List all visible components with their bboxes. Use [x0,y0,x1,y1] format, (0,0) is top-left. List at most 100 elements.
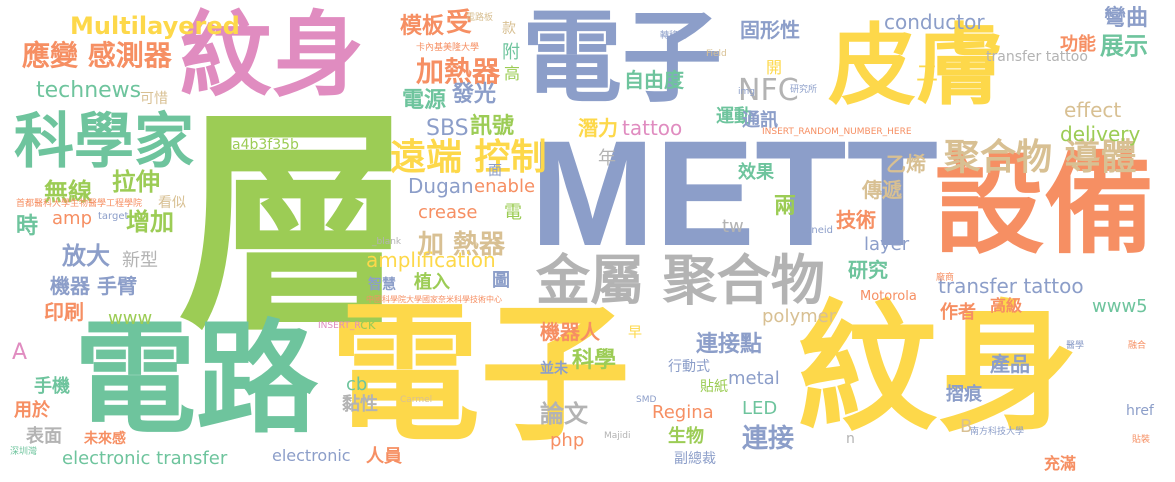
word-a: A [12,340,28,365]
word-mian: 面 [488,163,502,179]
word-jiareqi-1: 加熱器 [416,55,501,88]
word-href: href [1126,403,1154,419]
word-kuan: 款 [502,21,516,37]
word-gongneng: 功能 [1060,34,1096,55]
word-moban: 模板 [400,14,445,39]
word-fu: 附 [502,42,520,63]
word-n: n [846,431,855,447]
word-dianzi-top: 電子 [522,0,722,116]
word-small-18: 醫學 [1066,341,1085,351]
word-yanjiu: 研究 [848,258,888,282]
word-multilayered: Multilayered [70,12,240,40]
word-wuxian: 無線 [44,178,92,206]
word-yuanduan-kongzhi: 遠端 控制 [390,137,547,178]
word-gao: 高 [504,64,521,83]
word-amplification: amplification [366,248,496,272]
word-yongyu: 用於 [14,400,50,421]
word-pifu: 皮膚 [828,14,1005,117]
word-tattoo: tattoo [622,116,683,140]
word-kai: 開 [766,58,783,77]
word-yinshua: 印刷 [44,300,84,324]
word-jiareqi-2: 加 熱器 [418,230,506,260]
word-dianyuan: 電源 [402,88,447,113]
word-www5: www5 [1092,296,1148,317]
word-qianli: 潛力 [578,116,618,140]
word-weilaigan: 未來感 [84,431,126,447]
word-regina: Regina [652,402,714,423]
word-nian: 年 [598,148,616,169]
word-small-20: 貼裝 [1132,435,1151,445]
word-shouji: 手機 [34,376,70,397]
word-shi: 時 [16,214,39,239]
word-small-4: 中國科學院大學國家奈米科學技術中心 [366,295,502,304]
word-chanpin: 產品 [990,352,1030,376]
word-b: B [960,416,973,437]
word-xingdongshi: 行動式 [668,359,710,375]
word-crease: crease [418,202,478,223]
word-small-3: 首都醫科大學生物醫學工程學院 [16,199,143,209]
word-tu: 圖 [492,270,510,291]
word-cb: cb [346,374,368,395]
word-mett: METT [530,109,939,277]
word-target: target [98,211,129,222]
word-small-16: 深圳灣 [10,447,38,457]
word-lunwen: 論文 [540,400,588,428]
word-zengjia: 增加 [126,208,174,236]
word-layer: layer [864,234,910,255]
word-ceng: 層 [178,88,415,363]
word-small-8: 轉移到 [660,31,688,41]
word-small-13: img [738,87,755,97]
word-chuandi: 傳遞 [862,178,902,202]
word-enable: enable [474,176,536,197]
word-guxingxing: 固形性 [740,18,800,42]
word-effect: effect [1064,98,1122,122]
word-liang: 兩 [774,194,797,219]
word-lashen: 拉伸 [112,168,160,196]
word-conductor: conductor [884,10,985,34]
word-transfer-tattoo-2: transfer tattoo [986,49,1088,65]
word-kansi: 看似 [158,195,186,211]
word-er: 二 [916,62,939,87]
word-small-1: 卡內基美隆大學 [416,43,480,53]
word-jinshu-juhewu: 金屬 聚合物 [536,249,825,312]
word-bingwei: 並未 [540,361,568,377]
word-zhanshi: 展示 [1100,32,1148,60]
word-small-15: SMD [636,395,657,405]
word-amp: amp [52,208,92,229]
word-dugan: Dugan [408,174,474,198]
word-electronic-transfer: electronic transfer [62,448,228,469]
word-faguang: 發光 [452,82,497,107]
word-yundong: 運動 [716,106,752,127]
word-zoneid: zoneid [800,225,833,236]
word-small-19: 融合 [1128,341,1147,351]
word-zhihui: 智慧 [368,277,396,293]
word-fuzongcai: 副總裁 [674,451,716,467]
word-small-5: 南方科技大學 [970,427,1025,437]
word-delivery: delivery [1060,122,1141,146]
word-nfc: NFC [738,73,799,108]
word-tiezhi: 貼紙 [700,379,728,395]
word-tongxun: 通訊 [742,110,778,131]
word-gaoji: 高級 [990,296,1023,315]
word-dian: 電 [504,202,522,223]
word-tw: tw [722,216,744,237]
word-juhewu-daoti: 聚合物 導體 [944,137,1137,178]
word-shou: 受 [446,8,473,38]
word-kexue: 科學 [572,348,617,373]
word-chongman: 充滿 [1044,454,1077,473]
word-wenshen-top: 紋身 [180,2,365,109]
word-small-12: Field [706,49,727,59]
word-small-14: _blank [372,237,402,247]
word-lianjiedian: 連接點 [696,332,763,357]
word-yixi: 乙烯 [886,152,926,176]
word-zhehen: 摺痕 [946,384,982,405]
word-small-11: Majidi [604,431,631,441]
word-ck: ck [360,317,376,333]
word-small-10: Carmel [400,395,433,405]
word-shebei: 設備 [934,141,1154,269]
word-kexuejia: 科學家 [14,107,194,177]
word-technews: technews [36,78,142,103]
word-motorola: Motorola [860,289,917,304]
word-fangda: 放大 [62,242,110,270]
